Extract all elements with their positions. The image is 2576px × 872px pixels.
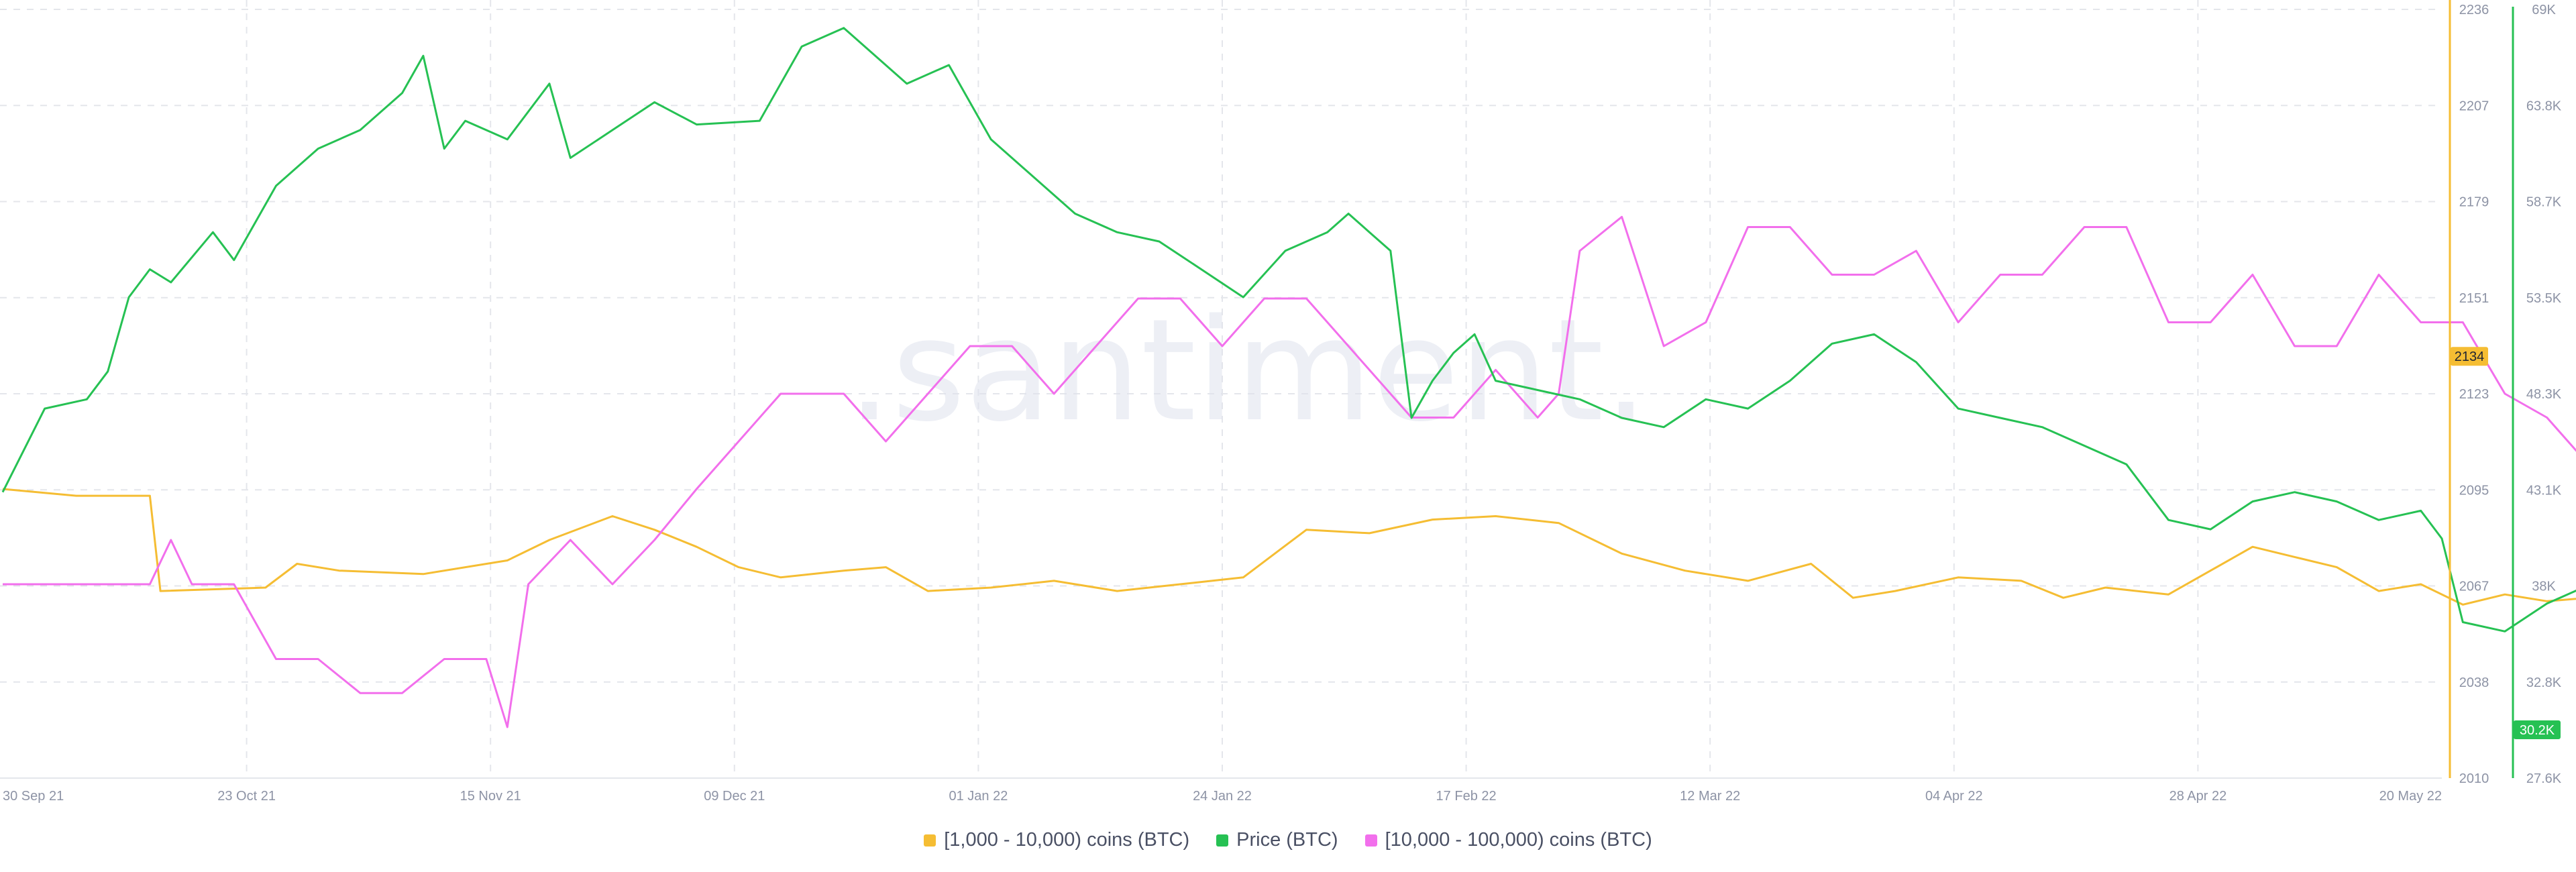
series-line [3, 215, 2576, 728]
y-right-tick-label: 43.1K [2526, 483, 2562, 498]
x-tick-label: 24 Jan 22 [1193, 789, 1252, 804]
legend-item[interactable]: Price (BTC) [1216, 829, 1338, 851]
y-right-tick-label: 69K [2532, 3, 2556, 17]
y-left-tick-label: 2179 [2459, 195, 2489, 210]
y-right-tick-label: 32.8K [2526, 675, 2562, 690]
legend-item[interactable]: [10,000 - 100,000) coins (BTC) [1364, 829, 1652, 851]
grid [0, 0, 2442, 779]
y-left-tick-label: 2236 [2459, 3, 2489, 17]
y-left-tick-label: 2207 [2459, 99, 2489, 113]
x-tick-label: 04 Apr 22 [1925, 789, 1983, 804]
y-right-tick-label: 53.5K [2526, 291, 2562, 306]
legend-item[interactable]: [1,000 - 10,000) coins (BTC) [924, 829, 1189, 851]
x-tick-label: 12 Mar 22 [1680, 789, 1740, 804]
watermark: .santiment. [847, 288, 1649, 453]
series-line [2, 488, 2576, 606]
y-left-tick-label: 2067 [2459, 580, 2489, 594]
legend-swatch [1364, 834, 1377, 847]
series-layer [1, 27, 2576, 728]
x-tick-label: 30 Sep 21 [3, 789, 64, 804]
y-left-tick-label: 2151 [2459, 291, 2489, 306]
y-right-tick-label: 48.3K [2526, 387, 2562, 402]
y-right-tick-label: 63.8K [2526, 99, 2562, 113]
current-value-badge-left [2451, 347, 2488, 366]
x-tick-label: 17 Feb 22 [1436, 789, 1497, 804]
current-value-label-right: 30.2K [2520, 723, 2555, 738]
legend-label: Price (BTC) [1236, 829, 1338, 851]
y-left-tick-label: 2123 [2459, 387, 2489, 402]
x-tick-label: 28 Apr 22 [2169, 789, 2227, 804]
legend-label: [10,000 - 100,000) coins (BTC) [1385, 829, 1652, 851]
legend: [1,000 - 10,000) coins (BTC) Price (BTC)… [0, 829, 2576, 851]
x-tick-label: 09 Dec 21 [704, 789, 765, 804]
y-right-tick-label: 27.6K [2526, 771, 2562, 786]
series-line [1, 27, 2576, 633]
y-right-tick-label: 38K [2532, 580, 2556, 594]
y-left-tick-label: 2095 [2459, 483, 2489, 498]
x-tick-label: 23 Oct 21 [217, 789, 276, 804]
x-tick-label: 15 Nov 21 [460, 789, 521, 804]
current-value-badge-right [2514, 720, 2561, 740]
legend-swatch [924, 834, 936, 847]
current-value-label-left: 2134 [2455, 349, 2485, 364]
y-left-tick-label: 2038 [2459, 675, 2489, 690]
legend-swatch [1216, 834, 1229, 847]
y-left-tick-label: 2010 [2459, 771, 2489, 786]
legend-label: [1,000 - 10,000) coins (BTC) [944, 829, 1190, 851]
x-tick-label: 01 Jan 22 [949, 789, 1008, 804]
y-right-tick-label: 58.7K [2526, 195, 2562, 210]
axes: 2010 27.6K 2038 32.8K 2067 38K 2095 43.1K 2123 48… [3, 0, 2562, 804]
x-tick-label: 20 May 22 [2379, 789, 2442, 804]
